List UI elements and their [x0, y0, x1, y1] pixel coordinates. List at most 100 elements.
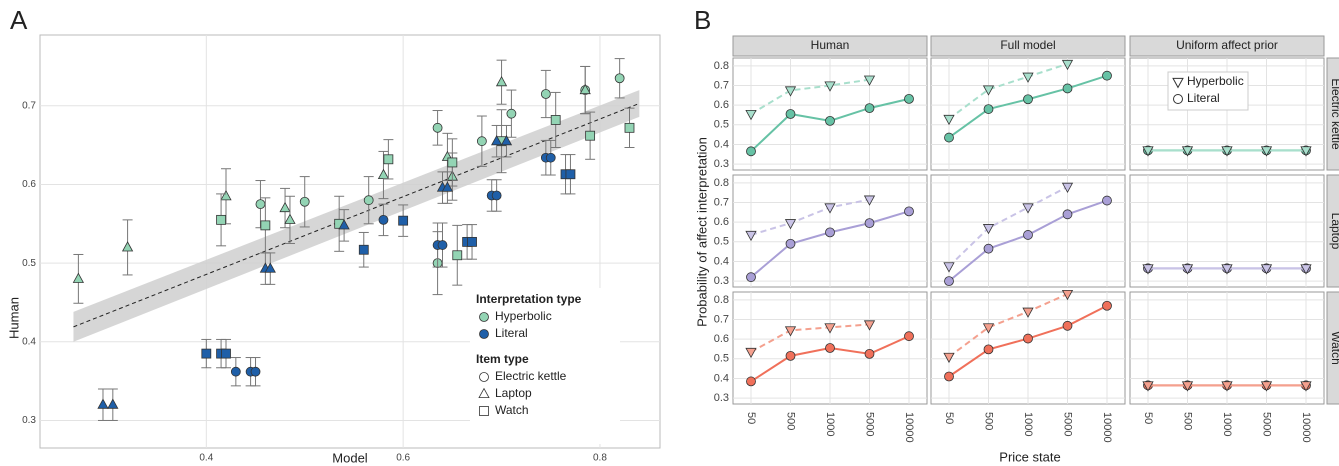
- x-tick-label: 50: [943, 412, 955, 424]
- strip: [1129, 35, 1325, 57]
- y-axis-label: Probability of affect interpretation: [694, 137, 709, 327]
- y-tick-label: 0.5: [714, 353, 729, 365]
- legend-symbol: [479, 372, 489, 382]
- y-tick-label: 0.7: [22, 100, 36, 111]
- strip-label: Human: [811, 38, 850, 52]
- point: [904, 93, 914, 104]
- line: [750, 78, 870, 115]
- point: [1102, 195, 1112, 206]
- point: [1221, 146, 1233, 157]
- point: [1181, 381, 1194, 392]
- point: [201, 348, 212, 359]
- strip-label: Uniform affect prior: [1176, 38, 1278, 52]
- y-tick-label: 0.7: [714, 196, 729, 208]
- point: [943, 114, 955, 126]
- point: [864, 218, 875, 229]
- y-tick-label: 0.6: [22, 179, 36, 190]
- panel-label: A: [10, 5, 28, 35]
- point: [447, 157, 458, 168]
- legend-symbol: [1173, 94, 1183, 104]
- x-tick-label: 10000: [1300, 412, 1312, 443]
- x-tick-label: 5000: [1261, 412, 1273, 436]
- line: [948, 62, 1068, 120]
- point: [72, 272, 85, 283]
- point: [944, 371, 954, 382]
- point: [943, 262, 955, 273]
- legend-symbol: [479, 329, 489, 339]
- legend-label: Laptop: [495, 386, 532, 400]
- point: [824, 81, 836, 92]
- point: [785, 109, 796, 119]
- strip: [1326, 174, 1339, 288]
- point: [491, 134, 503, 146]
- point: [221, 348, 231, 359]
- point: [121, 241, 134, 252]
- point: [1142, 146, 1154, 157]
- point: [1260, 381, 1273, 392]
- y-tick-label: 0.3: [714, 275, 729, 287]
- point: [476, 136, 487, 147]
- y-tick-label: 0.4: [22, 336, 36, 347]
- point: [1300, 264, 1312, 275]
- x-tick-label: 5000: [864, 412, 876, 436]
- x-axis-label: Model: [332, 450, 368, 465]
- x-tick-label: 500: [983, 412, 995, 430]
- point: [1181, 146, 1194, 157]
- legend-symbol: [478, 387, 490, 399]
- legend-label: Watch: [495, 403, 529, 417]
- strip: [930, 35, 1126, 57]
- point: [452, 250, 463, 261]
- point: [864, 103, 875, 114]
- point: [785, 350, 796, 361]
- x-tick-label: 50: [1142, 412, 1154, 424]
- x-tick-label: 1000: [1022, 412, 1034, 436]
- y-tick-label: 0.8: [714, 60, 729, 72]
- point: [378, 214, 389, 225]
- point: [216, 214, 226, 225]
- point: [1102, 300, 1112, 311]
- y-tick-label: 0.4: [714, 372, 729, 384]
- confidence-band: [73, 90, 640, 342]
- point: [824, 323, 836, 334]
- point: [432, 122, 443, 133]
- y-tick-label: 0.6: [714, 99, 729, 111]
- legend-symbol: [1172, 77, 1184, 89]
- point: [358, 244, 369, 255]
- point: [495, 75, 508, 87]
- x-tick-label: 0.8: [593, 453, 607, 464]
- x-tick-label: 0.4: [199, 453, 213, 464]
- point: [1061, 182, 1074, 194]
- point: [398, 215, 409, 226]
- point: [864, 348, 875, 359]
- point: [784, 326, 797, 337]
- point: [784, 219, 797, 230]
- point: [1022, 72, 1034, 83]
- line: [750, 198, 870, 236]
- point: [264, 262, 276, 273]
- y-tick-label: 0.7: [714, 79, 729, 91]
- point: [982, 85, 995, 96]
- point: [107, 398, 119, 409]
- point: [97, 398, 109, 409]
- point: [1023, 230, 1033, 240]
- point: [863, 320, 876, 331]
- legend-symbol: [479, 312, 489, 322]
- x-tick-label: 1000: [1221, 412, 1233, 436]
- legend-label: Literal: [495, 326, 528, 340]
- point: [1221, 264, 1233, 275]
- point: [467, 236, 477, 247]
- point: [904, 331, 914, 342]
- point: [863, 75, 876, 86]
- point: [363, 195, 374, 206]
- legend-box: [470, 288, 620, 444]
- point: [1102, 70, 1112, 81]
- y-axis-label: Human: [6, 297, 21, 339]
- point: [785, 238, 796, 249]
- x-tick-label: 50: [745, 412, 757, 424]
- y-tick-label: 0.3: [714, 392, 729, 404]
- point: [983, 243, 994, 254]
- point: [746, 272, 756, 283]
- strip-label: Watch: [1329, 331, 1339, 365]
- point: [491, 190, 502, 201]
- point: [220, 190, 232, 201]
